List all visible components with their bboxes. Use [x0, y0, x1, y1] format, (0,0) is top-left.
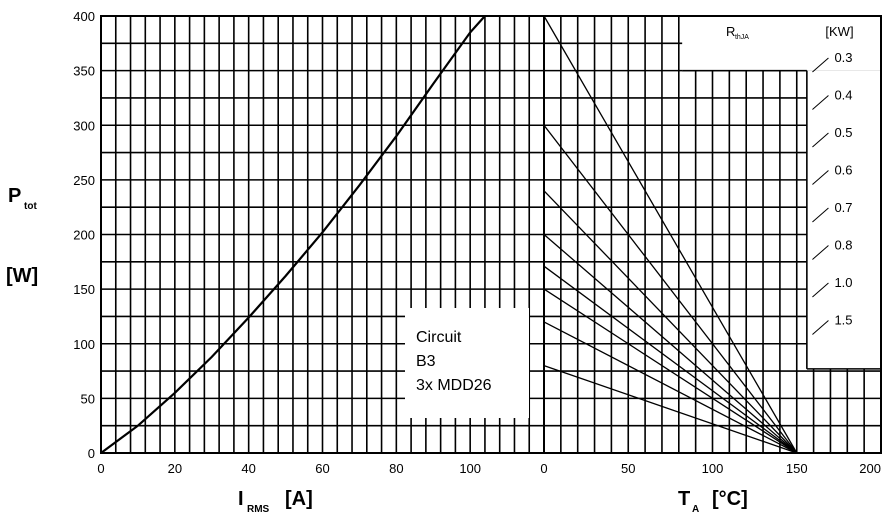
y-tick-label: 50	[81, 391, 95, 406]
legend-leader	[812, 245, 829, 260]
y-label-sub: tot	[24, 201, 37, 212]
y-tick-label: 150	[73, 282, 95, 297]
legend-unit: [KW]	[825, 24, 853, 39]
y-tick-label: 350	[73, 64, 95, 79]
y-tick-label: 100	[73, 337, 95, 352]
annotation-box	[405, 308, 529, 418]
annotation-line-2: B3	[416, 353, 436, 370]
y-axis-label: P tot [W]	[6, 185, 38, 287]
legend-label-1.5: 1.5	[834, 313, 852, 328]
legend-label-0.3: 0.3	[834, 50, 852, 65]
x-tick-label: 0	[97, 461, 104, 476]
x2-label-symbol: T	[678, 488, 690, 510]
y-tick-label: 200	[73, 228, 95, 243]
x2-tick-label: 100	[702, 461, 724, 476]
x-tick-label: 60	[315, 461, 329, 476]
annotation-line-3: 3x MDD26	[416, 377, 492, 394]
x2-label-unit: [°C]	[712, 488, 748, 510]
legend-area	[806, 70, 880, 369]
annotation-line-1: Circuit	[416, 329, 462, 346]
legend-label-0.8: 0.8	[834, 238, 852, 253]
circuit-annotation: Circuit B3 3x MDD26	[405, 308, 529, 418]
legend-leader	[812, 57, 829, 73]
legend-leader	[812, 320, 829, 335]
y-tick-label: 0	[88, 446, 95, 461]
legend-leader	[812, 95, 829, 110]
plot-border	[100, 15, 882, 454]
curves	[100, 15, 798, 454]
legend-label-0.6: 0.6	[834, 163, 852, 178]
x-axis-label-left: I RMS [A]	[238, 488, 313, 515]
legend-area	[682, 17, 880, 71]
x2-tick-label: 0	[540, 461, 547, 476]
x-tick-label: 20	[168, 461, 182, 476]
rthja-line-0.3	[543, 15, 798, 454]
x2-label-sub: A	[692, 504, 699, 515]
y-label-symbol: P	[8, 185, 21, 207]
x-axis-label-right: T A [°C]	[678, 488, 748, 515]
x-label-sub: RMS	[247, 504, 270, 515]
x-tick-label: 80	[389, 461, 403, 476]
x-label-unit: [A]	[285, 488, 313, 510]
legend-leader	[812, 282, 829, 298]
legend-title-sub: thJA	[735, 34, 749, 41]
rthja-line-1.5	[543, 364, 798, 454]
rthja-line-0.8	[543, 288, 798, 454]
x-tick-label: 40	[241, 461, 255, 476]
rthja-line-1.0	[543, 321, 798, 454]
y-tick-label: 300	[73, 118, 95, 133]
x2-tick-label: 150	[786, 461, 808, 476]
y-label-unit: [W]	[6, 265, 38, 287]
x-tick-label: 100	[459, 461, 481, 476]
rthja-line-0.5	[543, 190, 798, 454]
x2-tick-label: 200	[859, 461, 881, 476]
tick-labels: 0 50 100 150 200 250 300 350 400 0 20 40 60 80 100 0 50 1…	[73, 9, 881, 476]
rthja-line-0.4	[543, 124, 798, 454]
rthja-line-0.6	[543, 234, 798, 454]
legend-leader	[812, 132, 829, 148]
x2-tick-label: 50	[621, 461, 635, 476]
legend-label-0.7: 0.7	[834, 200, 852, 215]
legend-leader	[812, 207, 829, 223]
legend-title: R	[726, 24, 735, 39]
power-vs-current-curve	[100, 15, 486, 454]
legend: 0.3 0.4 0.5 0.6 0.7 0.8 1.0 1.5 R thJA [KW]	[726, 24, 854, 335]
legend-label-0.5: 0.5	[834, 125, 852, 140]
legend-label-1.0: 1.0	[834, 275, 852, 290]
y-tick-label: 250	[73, 173, 95, 188]
rthja-line-0.7	[543, 265, 798, 454]
legend-label-0.4: 0.4	[834, 88, 852, 103]
y-tick-label: 400	[73, 9, 95, 24]
x-label-symbol: I	[238, 488, 244, 510]
legend-leader	[812, 170, 829, 185]
